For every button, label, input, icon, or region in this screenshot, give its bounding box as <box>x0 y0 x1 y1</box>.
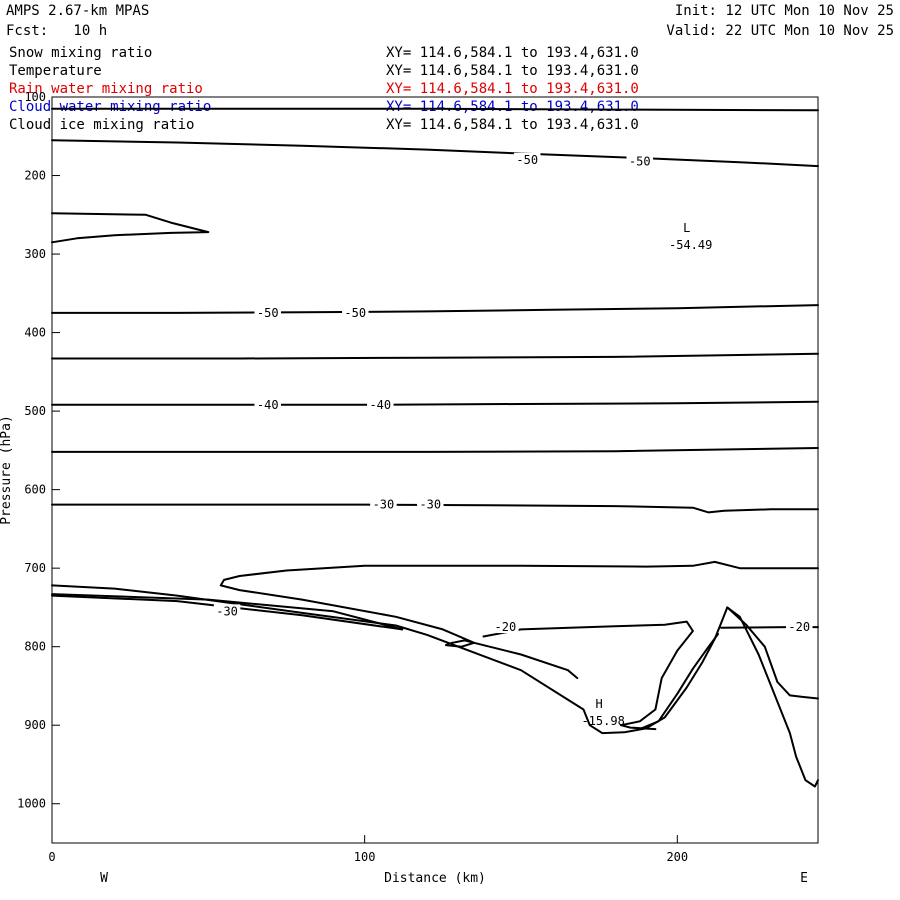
contour-line-right-hump <box>726 606 819 700</box>
x-tick-label: 100 <box>354 850 376 864</box>
east-label: E <box>800 871 808 886</box>
contour-line-iso-550 <box>51 447 819 453</box>
field-name: Rain water mixing ratio <box>9 81 203 97</box>
contour-line-terrain-inner <box>51 593 404 631</box>
contour-line-minus50-mid <box>51 304 819 314</box>
contour-line-minus40 <box>51 400 819 406</box>
contour-line-ridge-left <box>638 633 719 731</box>
plot-frame <box>51 96 819 844</box>
contour-line-minus30 <box>51 503 819 514</box>
contour-label: -50 <box>516 153 538 167</box>
contour-label-bg <box>417 497 444 511</box>
field-xy-range: XY= 114.6,584.1 to 193.4,631.0 <box>386 99 639 115</box>
contour-line-minus20 <box>482 620 694 731</box>
y-tick-label: 300 <box>24 247 46 261</box>
field-name: Cloud water mixing ratio <box>9 99 212 115</box>
y-axis-label: Pressure (hPa) <box>0 415 14 525</box>
low-marker: L <box>683 221 690 235</box>
contour-label: -30 <box>216 604 238 618</box>
model-title: AMPS 2.67-km MPAS <box>6 3 150 19</box>
y-tick-label: 400 <box>24 326 46 340</box>
y-tick-label: 1000 <box>17 797 46 811</box>
field-xy-range: XY= 114.6,584.1 to 193.4,631.0 <box>386 63 639 79</box>
x-tick-label: 0 <box>48 850 55 864</box>
init-time: Init: 12 UTC Mon 10 Nov 25 <box>674 3 894 19</box>
field-xy-range: XY= 114.6,584.1 to 193.4,631.0 <box>386 45 639 61</box>
extremum-value: -54.49 <box>669 238 712 252</box>
contour-label: -50 <box>344 306 366 320</box>
field-name: Cloud ice mixing ratio <box>9 117 195 133</box>
contour-line-iso-430 <box>51 352 819 360</box>
field-xy-range: XY= 114.6,584.1 to 193.4,631.0 <box>386 81 639 97</box>
field-name: Temperature <box>9 63 102 79</box>
west-label: W <box>100 871 108 886</box>
contour-label-bg <box>254 397 281 411</box>
field-xy-range: XY= 114.6,584.1 to 193.4,631.0 <box>386 117 639 133</box>
contour-line-upper-tongue <box>51 212 210 244</box>
y-tick-label: 600 <box>24 483 46 497</box>
y-tick-label: 500 <box>24 404 46 418</box>
contour-label: -20 <box>788 620 810 634</box>
contour-label-bg <box>342 305 369 319</box>
contour-line-iso-700 <box>219 560 819 680</box>
y-tick-label: 900 <box>24 718 46 732</box>
contour-label: -50 <box>257 306 279 320</box>
y-tick-label: 100 <box>24 90 46 104</box>
contour-label: -50 <box>629 154 651 168</box>
high-marker: H <box>596 697 603 711</box>
y-tick-label: 800 <box>24 640 46 654</box>
y-tick-label: 700 <box>24 561 46 575</box>
contour-label: -20 <box>495 620 517 634</box>
contour-line-top-line <box>51 107 819 112</box>
contour-label-bg <box>626 154 654 168</box>
x-tick-label: 200 <box>666 850 688 864</box>
contour-label-bg <box>367 397 394 411</box>
contour-label: -30 <box>373 498 395 512</box>
x-axis-label: Distance (km) <box>384 871 486 886</box>
contour-label-bg <box>370 497 397 511</box>
contour-label-bg <box>492 620 519 634</box>
y-tick-label: 200 <box>24 169 46 183</box>
contour-label-bg <box>254 305 281 319</box>
contour-label: -40 <box>369 398 391 412</box>
contour-line-small-loop <box>444 639 476 648</box>
extremum-value: -15.98 <box>581 714 624 728</box>
contour-label: -40 <box>257 398 279 412</box>
contour-label: -30 <box>419 498 441 512</box>
valid-time: Valid: 22 UTC Mon 10 Nov 25 <box>666 23 894 39</box>
contour-label-bg <box>785 620 813 634</box>
field-name: Snow mixing ratio <box>9 45 153 61</box>
contour-line-terrain-outer <box>51 584 819 788</box>
contour-label-bg <box>213 604 241 618</box>
contour-line-minus50-upper <box>51 139 819 168</box>
forecast-hour: Fcst: 10 h <box>6 23 108 39</box>
contour-label-bg <box>513 152 541 166</box>
